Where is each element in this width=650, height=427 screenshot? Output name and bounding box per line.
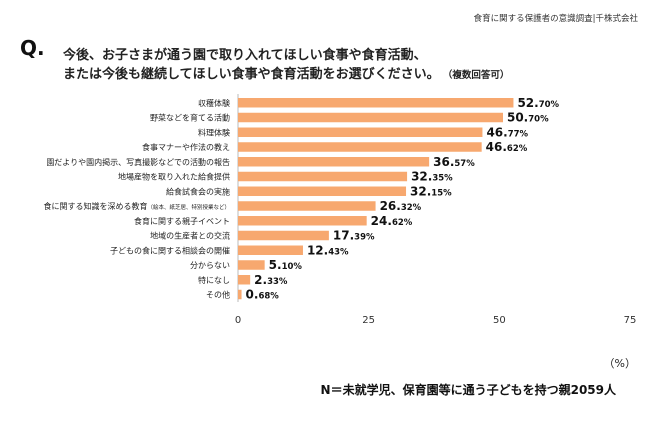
question-note: （複数回答可） bbox=[447, 70, 510, 81]
value-label-7: 26.32% bbox=[380, 199, 422, 213]
value-label-11: 5.10% bbox=[269, 258, 303, 272]
bar-3 bbox=[238, 142, 482, 152]
category-label-4: 園だよりや園内掲示、写真撮影などでの活動の報告 bbox=[46, 157, 230, 167]
question-line-2: または今後も継続してほしい食事や食育活動をお選びください。 （複数回答可） bbox=[63, 63, 509, 82]
x-tick-50: 50 bbox=[493, 315, 506, 326]
value-label-1: 50.70% bbox=[507, 111, 549, 125]
category-label-13: その他 bbox=[206, 290, 230, 300]
x-tick-0: 0 bbox=[235, 315, 241, 326]
bar-4 bbox=[238, 157, 430, 167]
bar-5 bbox=[238, 171, 408, 182]
unit-label: （%） bbox=[603, 357, 636, 370]
value-label-3: 46.62% bbox=[486, 140, 528, 154]
x-tick-75: 75 bbox=[624, 315, 637, 326]
category-label-8: 食育に関する親子イベント bbox=[134, 216, 230, 226]
x-tick-25: 25 bbox=[362, 315, 375, 326]
category-label-9: 地域の生産者との交流 bbox=[150, 231, 230, 241]
category-label-7: 食に関する知識を深める教育（絵本、紙芝居、特別授業など） bbox=[43, 201, 230, 211]
value-label-10: 12.43% bbox=[307, 243, 349, 257]
bar-13 bbox=[238, 289, 242, 300]
question-mark: Q. bbox=[20, 36, 45, 60]
category-label-11: 分からない bbox=[190, 261, 230, 270]
bar-2 bbox=[238, 127, 483, 137]
sample-footnote: N＝未就学児、保育園等に通う子どもを持つ親2059人 bbox=[320, 383, 616, 397]
value-label-5: 32.35% bbox=[411, 170, 453, 184]
bar-6 bbox=[238, 186, 407, 196]
category-label-0: 収穫体験 bbox=[198, 98, 230, 108]
category-label-12: 特になし bbox=[198, 275, 230, 285]
category-label-2: 料理体験 bbox=[198, 127, 230, 137]
bar-0 bbox=[238, 98, 514, 108]
value-label-8: 24.62% bbox=[371, 214, 413, 228]
bar-9 bbox=[238, 230, 329, 241]
value-label-6: 32.15% bbox=[410, 184, 452, 198]
category-label-5: 地場産物を取り入れた給食提供 bbox=[118, 172, 230, 182]
bar-12 bbox=[238, 275, 251, 285]
value-label-9: 17.39% bbox=[333, 229, 375, 243]
bar-10 bbox=[238, 245, 303, 255]
category-label-10: 子どもの食に関する相談会の開催 bbox=[110, 245, 230, 255]
bar-7 bbox=[238, 201, 376, 211]
bar-8 bbox=[238, 216, 367, 226]
value-label-2: 46.77% bbox=[486, 125, 528, 139]
value-label-0: 52.70% bbox=[517, 96, 559, 110]
bar-1 bbox=[238, 112, 503, 123]
question-line-1: 今後、お子さまが通う園で取り入れてほしい食事や食育活動、 bbox=[63, 48, 427, 63]
value-label-4: 36.57% bbox=[433, 155, 475, 169]
source-label: 食育に関する保護者の意識調査|千株式会社 bbox=[473, 14, 638, 24]
value-label-13: 0.68% bbox=[246, 288, 280, 302]
category-label-3: 食事マナーや作法の教え bbox=[142, 142, 230, 152]
category-label-6: 給食試食会の実施 bbox=[166, 186, 230, 196]
category-label-1: 野菜などを育てる活動 bbox=[150, 113, 230, 123]
question-line-2-text: または今後も継続してほしい食事や食育活動をお選びください。 bbox=[63, 67, 440, 82]
bar-11 bbox=[238, 260, 265, 270]
value-label-12: 2.33% bbox=[254, 273, 288, 287]
